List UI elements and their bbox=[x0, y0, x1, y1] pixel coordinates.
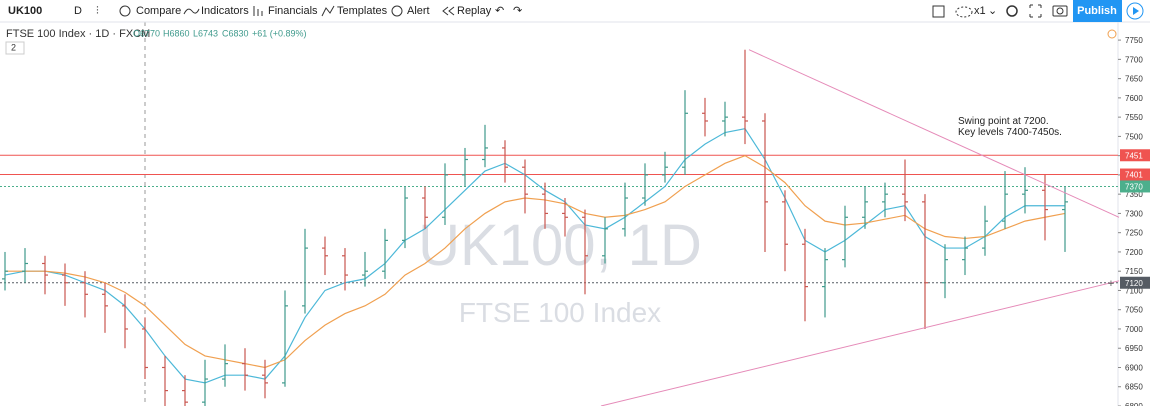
price-label-box bbox=[1120, 180, 1150, 193]
replay[interactable]: Replay bbox=[457, 5, 492, 17]
annotation: Key levels 7400-7450s. bbox=[958, 127, 1062, 138]
watermark: UK100, 1D bbox=[418, 213, 702, 278]
indicators-icon bbox=[183, 8, 200, 15]
close: C6830 bbox=[222, 28, 249, 38]
watermark-sub: FTSE 100 Index bbox=[459, 297, 661, 328]
templates[interactable]: Templates bbox=[337, 5, 388, 17]
zoom[interactable]: x1 bbox=[974, 5, 986, 17]
price-label-box bbox=[1120, 168, 1150, 181]
y-tick-label: 7200 bbox=[1125, 248, 1143, 257]
warning-icon[interactable] bbox=[1107, 29, 1117, 39]
y-tick-label: 7350 bbox=[1125, 190, 1143, 199]
redo[interactable]: ↷ bbox=[513, 5, 522, 17]
y-tick-label: 7150 bbox=[1125, 267, 1143, 276]
y-tick-label: 6900 bbox=[1125, 363, 1143, 372]
publish-label[interactable]: Publish bbox=[1077, 5, 1117, 17]
alert-icon bbox=[391, 5, 403, 17]
checkbox[interactable] bbox=[932, 5, 945, 18]
y-tick-label: 6850 bbox=[1125, 383, 1143, 392]
financials-icon bbox=[253, 6, 263, 16]
dropdown[interactable]: ⌄ bbox=[988, 5, 997, 17]
annotation: Swing point at 7200. bbox=[958, 116, 1049, 127]
y-tick-label: 7100 bbox=[1125, 286, 1143, 295]
financials[interactable]: Financials bbox=[268, 5, 318, 17]
y-tick-label: 7750 bbox=[1125, 36, 1143, 45]
play-icon bbox=[1133, 7, 1139, 15]
collapse-toggle[interactable] bbox=[5, 41, 25, 55]
price-label: 7451 bbox=[1125, 151, 1143, 160]
y-tick-label: 7700 bbox=[1125, 55, 1143, 64]
price-label: 7120 bbox=[1125, 279, 1143, 288]
replay-icon bbox=[442, 6, 455, 16]
settings-icon[interactable] bbox=[1006, 5, 1018, 17]
y-tick-label: 6800 bbox=[1125, 402, 1143, 406]
bar-style-icon[interactable]: ⫶ bbox=[96, 5, 99, 17]
snapshot-lens bbox=[1056, 7, 1064, 15]
y-tick-label: 7500 bbox=[1125, 132, 1143, 141]
change: +61 (+0.89%) bbox=[252, 28, 307, 38]
price-axis bbox=[1118, 22, 1150, 406]
indicators[interactable]: Indicators bbox=[201, 5, 249, 17]
undo[interactable]: ↶ bbox=[495, 5, 504, 17]
y-tick-label: 7300 bbox=[1125, 209, 1143, 218]
compare-icon bbox=[119, 5, 131, 17]
publish-button[interactable] bbox=[1073, 0, 1122, 22]
toolbar: UK100 D ⫶ Compare Indicators Financials … bbox=[0, 0, 1150, 23]
trend-line bbox=[748, 49, 1120, 218]
interval[interactable]: D bbox=[74, 5, 82, 17]
y-tick-label: 7600 bbox=[1125, 94, 1143, 103]
crosshair-plus: + bbox=[1108, 278, 1114, 290]
price-label-box bbox=[1120, 149, 1150, 162]
price-label-box bbox=[1120, 276, 1150, 289]
series-name: FTSE 100 Index · 1D · FXCM bbox=[6, 28, 150, 40]
toolbar-bg bbox=[0, 0, 1150, 22]
cloud-icon bbox=[955, 6, 973, 18]
price-label: 7370 bbox=[1125, 182, 1143, 191]
alert[interactable]: Alert bbox=[407, 5, 430, 17]
symbol[interactable]: UK100 bbox=[8, 5, 42, 17]
moving-average bbox=[4, 128, 1065, 384]
templates-icon bbox=[321, 5, 335, 17]
y-tick-label: 7650 bbox=[1125, 75, 1143, 84]
legend: FTSE 100 Index · 1D · FXCM O6770 H6860 L… bbox=[5, 28, 1117, 55]
collapsed-count[interactable]: 2 bbox=[11, 42, 16, 52]
y-tick-label: 7000 bbox=[1125, 325, 1143, 334]
open: O6770 bbox=[133, 28, 160, 38]
compare[interactable]: Compare bbox=[136, 5, 181, 17]
trend-line bbox=[600, 280, 1120, 407]
snapshot-icon[interactable] bbox=[1052, 5, 1068, 17]
play-button[interactable] bbox=[1126, 2, 1144, 20]
moving-average bbox=[5, 154, 1066, 369]
y-tick-label: 7050 bbox=[1125, 306, 1143, 315]
plot-area: UK100, 1D FTSE 100 Index 6800 6850 6900 6950 7… bbox=[0, 22, 1150, 411]
fullscreen-icon[interactable] bbox=[1029, 4, 1042, 18]
low: L6743 bbox=[193, 28, 218, 38]
y-tick-label: 7250 bbox=[1125, 229, 1143, 238]
y-tick-label: 6950 bbox=[1125, 344, 1143, 353]
price-label: 7401 bbox=[1125, 171, 1143, 180]
y-tick-label: 7550 bbox=[1125, 113, 1143, 122]
high: H6860 bbox=[163, 28, 190, 38]
